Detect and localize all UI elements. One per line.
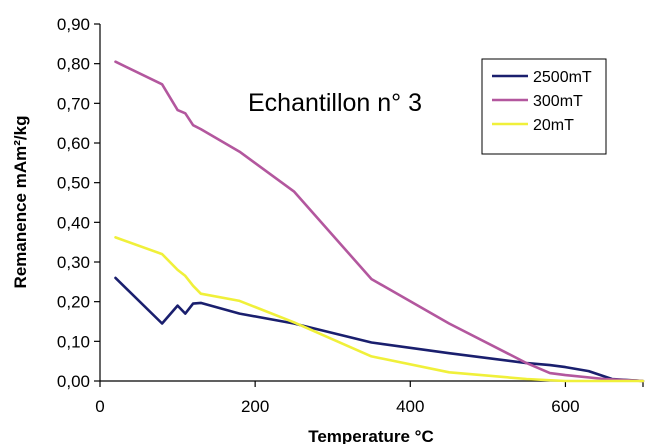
y-tick-label: 0,00 [57, 372, 90, 391]
series-line-300mt [114, 60, 645, 383]
y-tick-label: 0,40 [57, 213, 90, 232]
legend-label-20mt: 20mT [533, 117, 574, 134]
y-axis-title: Remanence mAm²/kg [11, 116, 30, 289]
x-tick-label: 200 [241, 397, 269, 416]
sample-annotation: Echantillon n° 3 [248, 89, 422, 117]
x-tick-label: 400 [396, 397, 424, 416]
y-tick-label: 0,70 [57, 94, 90, 113]
legend-label-2500mt: 2500mT [533, 69, 592, 86]
y-tick-label: 0,80 [57, 55, 90, 74]
y-tick-label: 0,50 [57, 174, 90, 193]
legend: 2500mT 300mT 20mT [481, 58, 607, 155]
x-tick-label: 0 [95, 397, 104, 416]
x-axis-title: Temperature °C [308, 427, 434, 444]
y-tick-label: 0,10 [57, 332, 90, 351]
y-tick-label: 0,60 [57, 134, 90, 153]
y-tick-label: 0,20 [57, 293, 90, 312]
x-tick-label: 600 [551, 397, 579, 416]
series-lines [114, 60, 645, 383]
y-tick-label: 0,30 [57, 253, 90, 272]
series-line-20mt [114, 236, 645, 383]
y-tick-label: 0,90 [57, 15, 90, 34]
tick-labels: 0,00 0,10 0,20 0,30 0,40 0,50 0,60 0,70 0,80 0,90… [57, 15, 580, 416]
legend-label-300mt: 300mT [533, 93, 583, 110]
series-line-2500mt [114, 276, 645, 383]
